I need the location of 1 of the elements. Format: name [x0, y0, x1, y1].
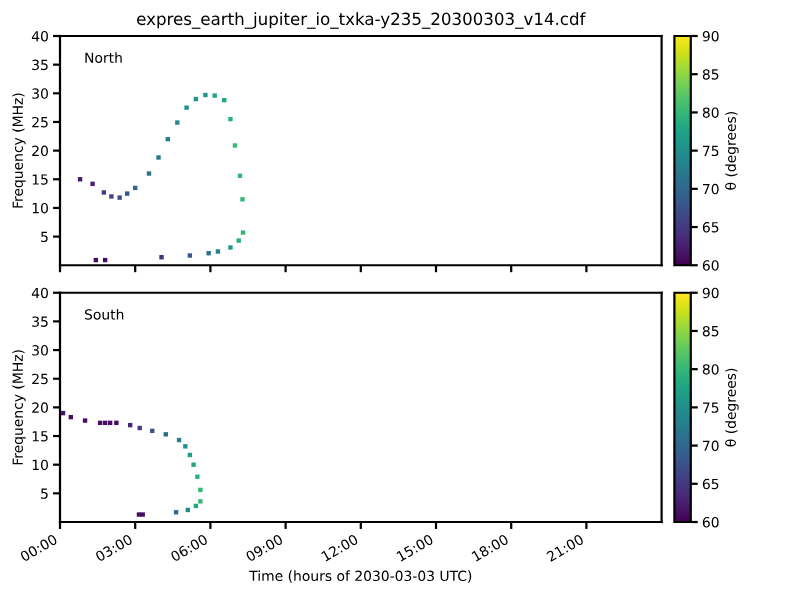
chart-title: expres_earth_jupiter_io_txka-y235_20300303_v14.cdf	[137, 12, 586, 29]
